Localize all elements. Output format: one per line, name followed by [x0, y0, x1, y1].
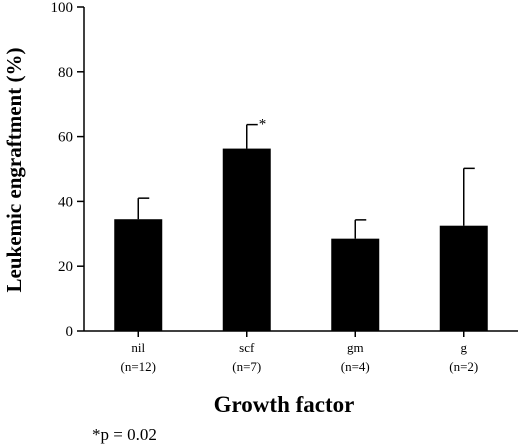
significance-marker: * — [259, 117, 267, 133]
x-tick-label: scf — [239, 340, 255, 355]
x-tick-sublabel: (n=2) — [449, 359, 478, 374]
y-tick-label: 20 — [58, 259, 73, 275]
bar-nil — [114, 219, 163, 331]
x-tick-label: g — [461, 340, 468, 355]
x-tick-label: gm — [347, 340, 364, 355]
y-tick-label: 100 — [51, 0, 74, 16]
y-axis-ticks: 0 20 40 60 80 100 — [51, 0, 84, 340]
y-tick-label: 40 — [58, 194, 73, 210]
y-tick-label: 60 — [58, 130, 73, 146]
y-axis-title: Leukemic engraftment (%) — [2, 48, 26, 293]
x-tick-label: nil — [131, 340, 145, 355]
y-tick-label: 0 — [66, 324, 74, 340]
x-tick-sublabel: (n=7) — [232, 359, 261, 374]
x-tick-sublabel: (n=4) — [341, 359, 370, 374]
x-axis-title: Growth factor — [214, 392, 355, 417]
y-tick-label: 80 — [58, 65, 73, 81]
significance-footnote: *p = 0.02 — [92, 425, 157, 444]
bars: * — [114, 117, 488, 331]
bar-g — [439, 225, 488, 331]
x-tick-sublabel: (n=12) — [121, 359, 157, 374]
bar-scf — [222, 148, 271, 331]
x-axis-labels: nil (n=12) scf (n=7) gm (n=4) g (n=2) — [121, 331, 478, 374]
bar-gm — [331, 238, 380, 331]
